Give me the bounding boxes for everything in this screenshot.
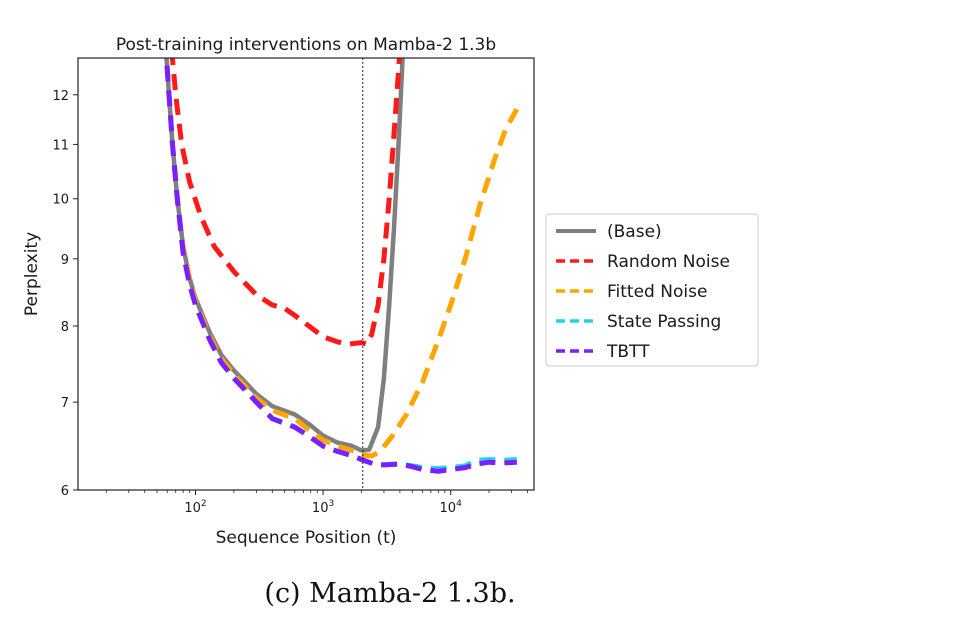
series-layer [163,58,519,474]
legend-label-base: (Base) [607,222,662,242]
y-tick-label: 6 [61,484,69,499]
y-tick-label: 11 [52,138,69,153]
legend-box [545,213,759,367]
legend-label-state-passing: State Passing [607,312,721,332]
legend-label-fitted-noise: Fitted Noise [607,282,707,302]
legend-label-tbtt: TBTT [606,342,650,362]
y-axis: 6 7 8 9 10 11 12 [52,89,78,499]
y-tick-label: 10 [52,193,69,208]
figure-caption: (c) Mamba-2 1.3b. [264,578,516,609]
y-axis-label: Perplexity [22,232,42,316]
x-tick-label: 103 [312,499,334,516]
x-tick-label: 102 [184,499,206,516]
x-axis: 102 103 104 [105,490,528,516]
chart-title: Post-training interventions on Mamba-2 1… [116,35,496,55]
plot-frame [77,57,535,491]
y-tick-label: 12 [52,89,69,104]
series-line-base [164,58,405,453]
y-tick-label: 9 [61,253,69,268]
y-tick-label: 8 [61,320,69,335]
x-tick-label: 104 [440,499,463,516]
y-tick-label: 7 [61,396,69,411]
series-line-random-noise [169,58,402,347]
x-axis-label: Sequence Position (t) [216,528,397,548]
legend-label-random-noise: Random Noise [607,252,730,272]
legend: (Base) Random Noise Fitted Noise State Pass… [545,213,759,367]
series-line-tbtt [163,58,517,474]
